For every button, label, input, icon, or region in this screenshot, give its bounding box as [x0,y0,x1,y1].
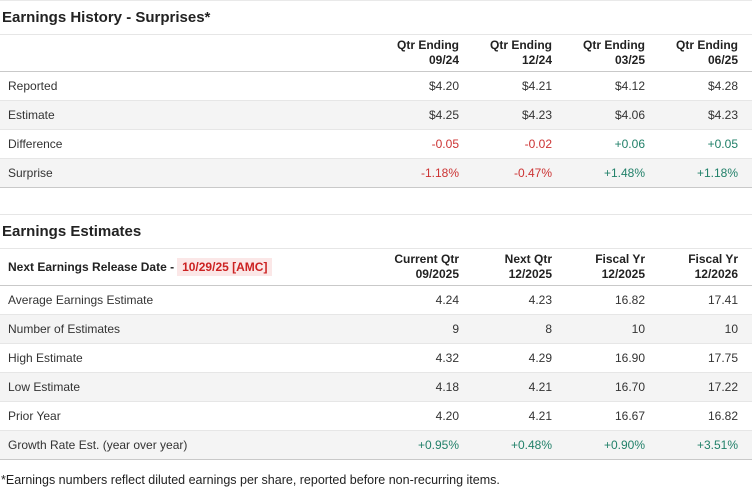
row-label: Difference [8,137,63,151]
cell-value: 10 [724,322,738,336]
table-corner-cell: Next Earnings Release Date -10/29/25 [AM… [0,258,366,276]
column-header: Qtr Ending 03/25 [552,38,645,68]
cell-value: -0.02 [524,137,552,151]
cell-value: 16.67 [614,409,645,423]
cell-value: -0.05 [431,137,459,151]
earnings-estimates-title: Earnings Estimates [0,214,752,249]
cell-value: 4.20 [435,409,459,423]
table-row: Reported $4.20 $4.21 $4.12 $4.28 [0,72,752,101]
cell-value: 17.22 [707,380,738,394]
column-header-line2: 12/2026 [694,267,738,281]
cell-value: $4.06 [614,108,645,122]
row-label: Low Estimate [8,380,81,394]
column-header: Fiscal Yr 12/2025 [552,252,645,282]
cell-value: 17.41 [707,293,738,307]
row-label: Estimate [8,108,55,122]
table-row: High Estimate 4.32 4.29 16.90 17.75 [0,344,752,373]
column-header-line1: Qtr Ending [583,38,645,52]
cell-value: 4.29 [528,351,552,365]
table-header-row: Next Earnings Release Date -10/29/25 [AM… [0,249,752,286]
cell-value: $4.25 [428,108,459,122]
column-header-line1: Current Qtr [394,252,459,266]
earnings-history-title: Earnings History - Surprises* [0,0,752,35]
column-header-line2: 03/25 [614,53,645,67]
cell-value: +1.48% [603,166,645,180]
cell-value: 8 [545,322,552,336]
cell-value: $4.12 [614,79,645,93]
cell-value: 4.23 [528,293,552,307]
cell-value: 4.21 [528,380,552,394]
cell-value: +0.95% [417,438,459,452]
cell-value: 16.90 [614,351,645,365]
row-label: Prior Year [8,409,61,423]
cell-value: +3.51% [696,438,738,452]
column-header: Next Qtr 12/2025 [459,252,552,282]
column-header-line1: Fiscal Yr [688,252,738,266]
cell-value: 16.82 [707,409,738,423]
row-label: Growth Rate Est. (year over year) [8,438,188,452]
cell-value: 17.75 [707,351,738,365]
next-earnings-release-date: 10/29/25 [AMC] [177,258,273,276]
table-row: Prior Year 4.20 4.21 16.67 16.82 [0,402,752,431]
column-header-line2: 09/2025 [415,267,459,281]
cell-value: 10 [631,322,645,336]
table-header-row: Qtr Ending 09/24 Qtr Ending 12/24 Qtr Ending… [0,35,752,72]
table-row: Number of Estimates 9 8 10 10 [0,315,752,344]
column-header-line2: 12/2025 [601,267,645,281]
next-earnings-release-label: Next Earnings Release Date - [8,260,175,274]
row-label: Average Earnings Estimate [8,293,154,307]
cell-value: 4.24 [435,293,459,307]
cell-value: +0.06 [614,137,645,151]
column-header-line2: 06/25 [707,53,738,67]
row-label: High Estimate [8,351,83,365]
column-header-line1: Qtr Ending [676,38,738,52]
column-header: Fiscal Yr 12/2026 [645,252,738,282]
earnings-estimates-table: Next Earnings Release Date -10/29/25 [AM… [0,249,752,460]
cell-value: $4.21 [521,79,552,93]
cell-value: +1.18% [696,166,738,180]
row-label: Number of Estimates [8,322,121,336]
cell-value: 16.70 [614,380,645,394]
cell-value: +0.48% [510,438,552,452]
column-header-line1: Next Qtr [504,252,552,266]
table-row: Low Estimate 4.18 4.21 16.70 17.22 [0,373,752,402]
cell-value: $4.23 [521,108,552,122]
cell-value: +0.05 [707,137,738,151]
table-row: Estimate $4.25 $4.23 $4.06 $4.23 [0,101,752,130]
cell-value: 16.82 [614,293,645,307]
column-header-line1: Fiscal Yr [595,252,645,266]
earnings-estimates-section: Earnings Estimates Next Earnings Release… [0,214,752,460]
table-row: Surprise -1.18% -0.47% +1.48% +1.18% [0,159,752,188]
column-header-line2: 12/24 [521,53,552,67]
cell-value: +0.90% [603,438,645,452]
row-label: Surprise [8,166,53,180]
footnote-text: *Earnings numbers reflect diluted earnin… [1,473,500,487]
column-header-line1: Qtr Ending [490,38,552,52]
column-header-line2: 12/2025 [508,267,552,281]
cell-value: $4.20 [428,79,459,93]
cell-value: $4.28 [707,79,738,93]
cell-value: $4.23 [707,108,738,122]
column-header: Qtr Ending 06/25 [645,38,738,68]
column-header-line2: 09/24 [428,53,459,67]
cell-value: -1.18% [420,166,459,180]
table-row: Average Earnings Estimate 4.24 4.23 16.82 17… [0,286,752,315]
table-row: Difference -0.05 -0.02 +0.06 +0.05 [0,130,752,159]
cell-value: 4.32 [435,351,459,365]
column-header: Current Qtr 09/2025 [366,252,459,282]
earnings-history-section: Earnings History - Surprises* Qtr Ending… [0,0,752,188]
column-header-line1: Qtr Ending [397,38,459,52]
table-row: Growth Rate Est. (year over year) +0.95% +… [0,431,752,460]
cell-value: 9 [452,322,459,336]
column-header: Qtr Ending 12/24 [459,38,552,68]
earnings-history-table: Qtr Ending 09/24 Qtr Ending 12/24 Qtr Ending… [0,35,752,188]
row-label: Reported [8,79,58,93]
cell-value: 4.21 [528,409,552,423]
column-header: Qtr Ending 09/24 [366,38,459,68]
cell-value: 4.18 [435,380,459,394]
cell-value: -0.47% [513,166,552,180]
